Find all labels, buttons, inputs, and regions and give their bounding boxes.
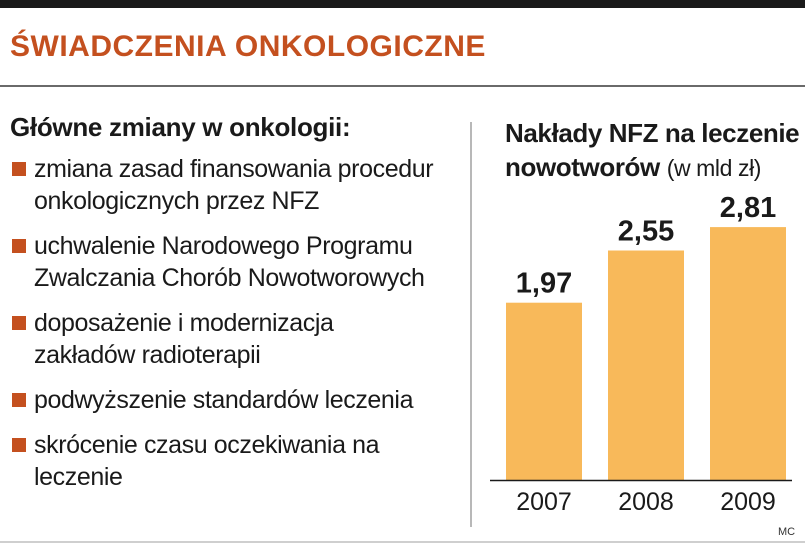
chart-unit: (w mld zł): [666, 155, 762, 181]
list-item-line: podwyższenie standardów leczenia: [34, 386, 414, 414]
bar-2009: [710, 227, 786, 480]
top-bar: [0, 0, 805, 8]
changes-heading: Główne zmiany w onkologii:: [10, 112, 351, 142]
title-divider: [0, 85, 805, 87]
bottom-divider: [0, 541, 805, 543]
column-divider: [470, 122, 472, 527]
bullet-square-icon: [12, 393, 26, 407]
chart-title-line1: Nakłady NFZ na leczenie: [505, 118, 800, 148]
category-label-2008: 2008: [618, 488, 674, 516]
chart-title: Nakłady NFZ na leczenie nowotworów (w ml…: [505, 116, 805, 185]
chart-title-line2: nowotworów: [505, 152, 660, 182]
list-item-line: uchwalenie Narodowego Programu: [34, 232, 413, 260]
bar-2007: [506, 302, 582, 480]
list-item-line: zakładów radioterapii: [34, 341, 261, 369]
changes-panel: Główne zmiany w onkologii: zmiana zasad …: [10, 112, 460, 506]
category-label-2009: 2009: [720, 488, 776, 516]
list-item-line: zmiana zasad finansowania procedur: [34, 155, 434, 183]
list-item: uchwalenie Narodowego Programu Zwalczania…: [10, 230, 460, 294]
list-item: doposażenie i modernizacja zakładów radio…: [10, 307, 460, 371]
bullet-square-icon: [12, 316, 26, 330]
list-item-line: Zwalczania Chorób Nowotworowych: [34, 264, 425, 292]
bullet-square-icon: [12, 239, 26, 253]
list-item: skrócenie czasu oczekiwania na leczenie: [10, 429, 460, 493]
list-item-line: onkologicznych przez NFZ: [34, 187, 319, 215]
value-label-2009: 2,81: [720, 192, 776, 224]
list-item: podwyższenie standardów leczenia: [10, 384, 460, 416]
category-label-2007: 2007: [516, 488, 572, 516]
bullet-square-icon: [12, 162, 26, 176]
list-item-line: doposażenie i modernizacja: [34, 309, 334, 337]
page-title: ŚWIADCZENIA ONKOLOGICZNE: [10, 30, 486, 63]
value-label-2007: 1,97: [516, 268, 572, 300]
list-item-line: skrócenie czasu oczekiwania na: [34, 431, 380, 459]
list-item-line: leczenie: [34, 463, 123, 491]
bullet-square-icon: [12, 438, 26, 452]
bar-2008: [608, 250, 684, 480]
value-label-2008: 2,55: [618, 216, 674, 248]
list-item: zmiana zasad finansowania procedur onkolo…: [10, 153, 460, 217]
credit-label: MC: [778, 526, 796, 538]
changes-list: zmiana zasad finansowania procedur onkolo…: [10, 153, 460, 493]
bar-chart: 1,97 2007 2,55 2008 2,81 2009: [490, 192, 792, 516]
